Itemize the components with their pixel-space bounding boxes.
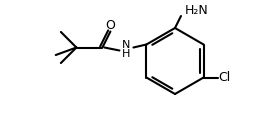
- Text: O: O: [105, 19, 115, 32]
- Text: Cl: Cl: [219, 71, 231, 84]
- Text: H₂N: H₂N: [185, 4, 209, 17]
- Text: N
H: N H: [122, 40, 131, 59]
